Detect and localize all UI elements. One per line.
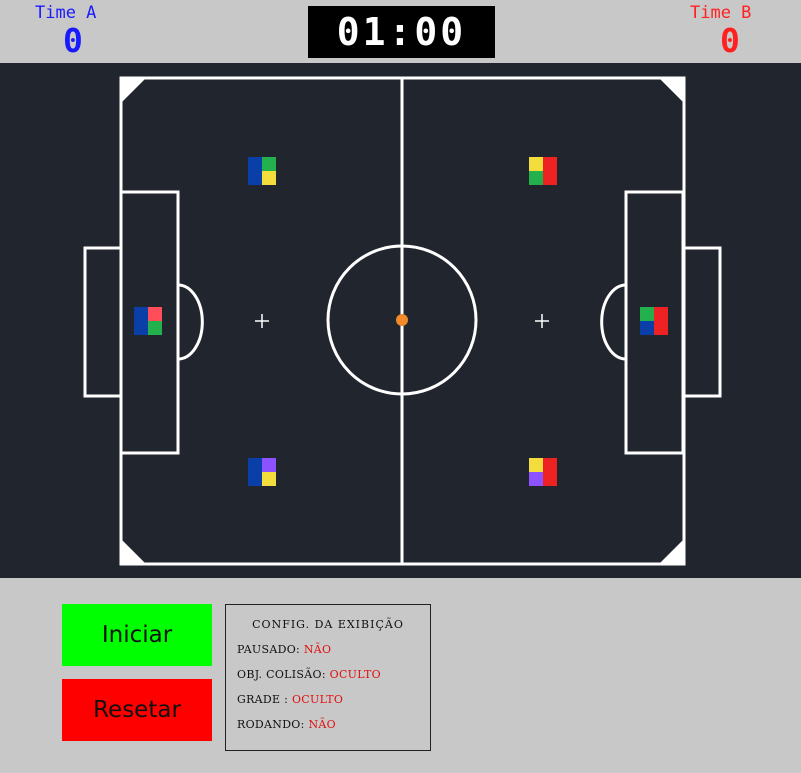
corner-bottom-right: [659, 539, 684, 564]
robot-team-b-goalkeeper[interactable]: [640, 307, 668, 335]
right-goal: [682, 246, 722, 398]
left-goal: [83, 246, 123, 398]
team-a-label: Time A: [35, 3, 97, 23]
config-paused-label: PAUSADO:: [237, 643, 301, 656]
corner-bottom-left: [121, 539, 146, 564]
match-timer: 01:00: [308, 6, 495, 58]
config-grid-value: OCULTO: [291, 693, 344, 706]
field-area[interactable]: [0, 63, 801, 578]
config-collision-row: OBJ. COLISÃO: OCULTO: [237, 668, 381, 681]
team-b-label: Time B: [690, 3, 752, 23]
robot-team-a-goalkeeper[interactable]: [134, 307, 162, 335]
corner-top-right: [659, 78, 684, 103]
start-button[interactable]: Iniciar: [62, 604, 212, 666]
corner-top-left: [121, 78, 146, 103]
robot-team-a-player-top[interactable]: [248, 157, 276, 185]
robot-team-b-player-top[interactable]: [529, 157, 557, 185]
config-paused-row: PAUSADO: NÃO: [237, 643, 331, 656]
config-running-row: RODANDO: NÃO: [237, 718, 336, 731]
config-collision-label: OBJ. COLISÃO:: [237, 668, 326, 681]
robot-team-a-player-bottom[interactable]: [248, 458, 276, 486]
config-title: CONFIG. DA EXIBIÇÃO: [252, 618, 404, 631]
center-circle: [326, 244, 478, 396]
ball[interactable]: [396, 314, 408, 326]
left-penalty-arc: [177, 283, 204, 361]
config-grid-label: GRADE :: [237, 693, 289, 706]
team-b-score: 0: [720, 21, 740, 60]
config-paused-value: NÃO: [303, 643, 332, 656]
team-a-score: 0: [63, 21, 83, 60]
display-config-panel: CONFIG. DA EXIBIÇÃO PAUSADO: NÃO OBJ. CO…: [225, 604, 431, 751]
config-grid-row: GRADE : OCULTO: [237, 693, 343, 706]
robot-team-b-player-bottom[interactable]: [529, 458, 557, 486]
soccer-field: [83, 76, 722, 566]
reset-button[interactable]: Resetar: [62, 679, 212, 741]
config-running-value: NÃO: [308, 718, 336, 731]
robots-layer: [134, 157, 668, 486]
config-collision-value: OCULTO: [329, 668, 381, 681]
right-penalty-arc: [600, 283, 627, 361]
config-running-label: RODANDO:: [237, 718, 305, 731]
